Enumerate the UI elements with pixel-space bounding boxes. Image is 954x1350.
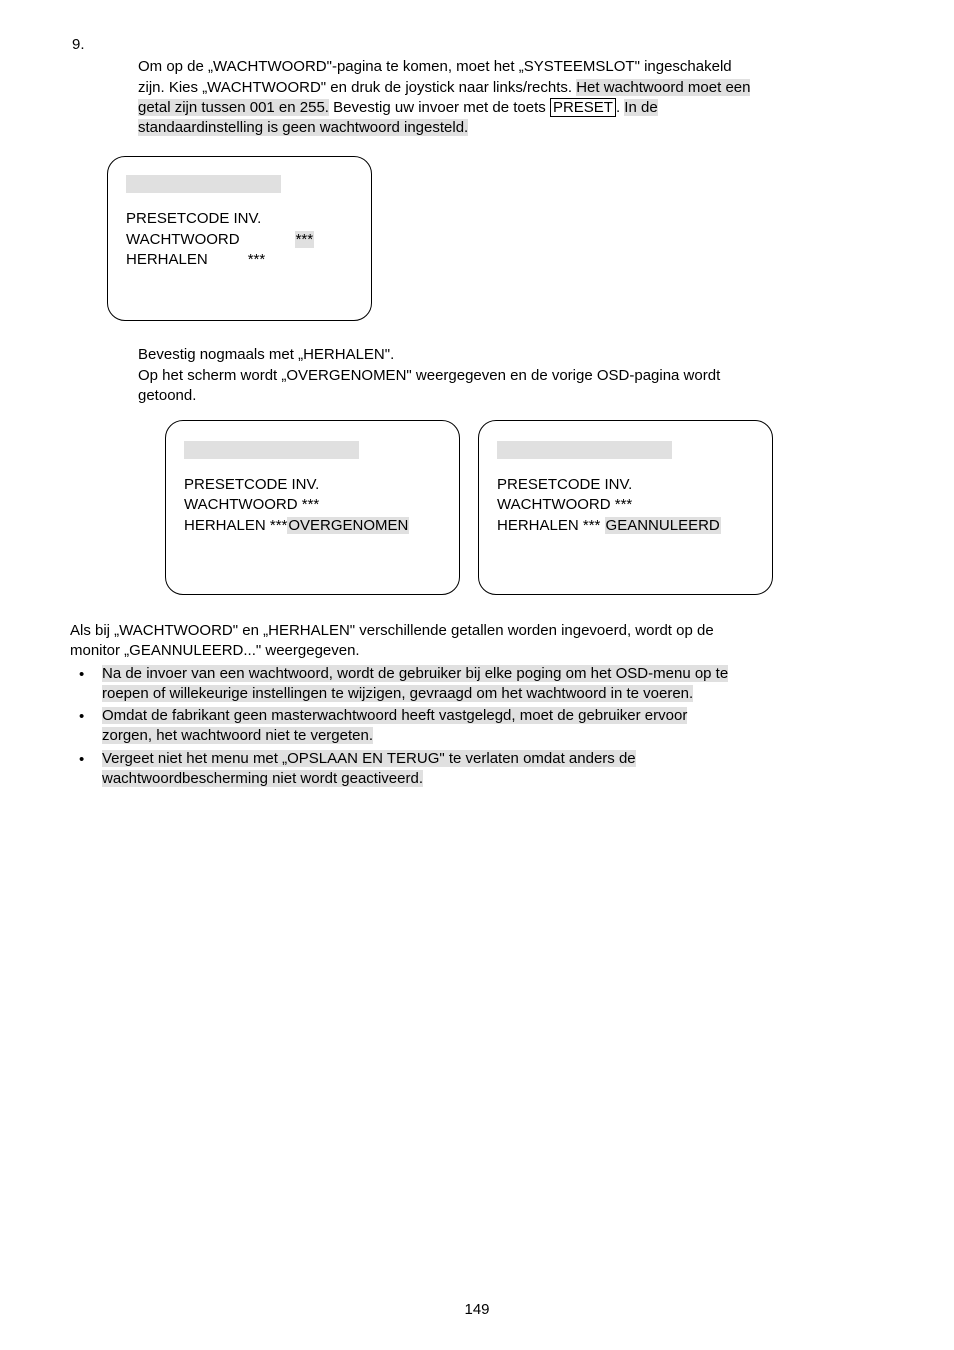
intro-line2-highlight: Het wachtwoord moet een — [576, 79, 750, 96]
bullet1-line1: Na de invoer van een wachtwoord, wordt d… — [102, 665, 728, 682]
bottom-paragraph: Als bij „WACHTWOORD" en „HERHALEN" versc… — [70, 621, 884, 662]
bullet-list: Na de invoer van een wachtwoord, wordt d… — [72, 664, 884, 790]
osd3-graybar — [497, 441, 672, 459]
osd1-line3-stars: *** — [248, 251, 266, 268]
bullet2-line2: zorgen, het wachtwoord niet te vergeten. — [102, 727, 373, 744]
osd2-line1: PRESETCODE INV. — [184, 475, 441, 495]
intro-line2a: zijn. Kies „WACHTWOORD" en druk de joyst… — [138, 79, 576, 96]
osd-display-2: PRESETCODE INV. WACHTWOORD *** HERHALEN … — [165, 420, 460, 595]
bullet1-line2: roepen of willekeurige instellingen te w… — [102, 685, 693, 702]
osd2-line3: HERHALEN ***OVERGENOMEN — [184, 516, 441, 536]
osd1-content: PRESETCODE INV. WACHTWOORD *** HERHALEN **… — [126, 209, 353, 270]
page-number: 149 — [0, 1300, 954, 1320]
osd2-graybar — [184, 441, 359, 459]
item-number: 9. — [72, 35, 884, 55]
osd1-line2-label: WACHTWOORD — [126, 231, 240, 248]
osd-display-1: PRESETCODE INV. WACHTWOORD *** HERHALEN **… — [107, 156, 372, 321]
bullet3-line2: wachtwoordbescherming niet wordt geactiv… — [102, 770, 423, 787]
osd3-line3a: HERHALEN *** — [497, 517, 605, 534]
osd1-line3: HERHALEN *** — [126, 250, 353, 270]
bullet-2: Omdat de fabrikant geen masterwachtwoord… — [72, 706, 884, 747]
intro-line3-highlight-a: getal zijn tussen 001 en 255. — [138, 99, 329, 116]
intro-paragraph: Om op de „WACHTWOORD"-pagina te komen, m… — [138, 57, 884, 138]
after-osd1-line3: getoond. — [138, 387, 196, 404]
after-osd1-line1: Bevestig nogmaals met „HERHALEN". — [138, 346, 394, 363]
osd1-line2-stars: *** — [295, 231, 315, 248]
osd3-line1: PRESETCODE INV. — [497, 475, 754, 495]
osd1-graybar — [126, 175, 281, 193]
bullet3-line1: Vergeet niet het menu met „OPSLAAN EN TE… — [102, 750, 636, 767]
intro-line3b: Bevestig uw invoer met de toets — [329, 99, 550, 116]
osd3-line3: HERHALEN *** GEANNULEERD — [497, 516, 754, 536]
bottom-line1: Als bij „WACHTWOORD" en „HERHALEN" versc… — [70, 622, 714, 639]
bullet-3: Vergeet niet het menu met „OPSLAAN EN TE… — [72, 749, 884, 790]
preset-key-box: PRESET — [550, 98, 616, 117]
after-osd1-paragraph: Bevestig nogmaals met „HERHALEN". Op het… — [138, 345, 884, 406]
osd2-line3a: HERHALEN *** — [184, 517, 287, 534]
intro-line1: Om op de „WACHTWOORD"-pagina te komen, m… — [138, 58, 732, 75]
osd1-line1: PRESETCODE INV. — [126, 209, 353, 229]
bottom-line2: monitor „GEANNULEERD..." weergegeven. — [70, 642, 360, 659]
osd2-content: PRESETCODE INV. WACHTWOORD *** HERHALEN … — [184, 439, 441, 536]
after-osd1-line2: Op het scherm wordt „OVERGENOMEN" weerge… — [138, 367, 720, 384]
osd2-line2: WACHTWOORD *** — [184, 495, 441, 515]
osd-display-3: PRESETCODE INV. WACHTWOORD *** HERHALEN … — [478, 420, 773, 595]
osd3-line2: WACHTWOORD *** — [497, 495, 754, 515]
osd-row: PRESETCODE INV. WACHTWOORD *** HERHALEN … — [165, 420, 884, 595]
intro-line4-highlight: standaardinstelling is geen wachtwoord i… — [138, 119, 468, 136]
osd1-line3-label: HERHALEN — [126, 251, 208, 268]
osd2-line3-highlight: OVERGENOMEN — [287, 517, 409, 534]
osd3-content: PRESETCODE INV. WACHTWOORD *** HERHALEN … — [497, 439, 754, 536]
osd1-line2: WACHTWOORD *** — [126, 230, 353, 250]
bullet2-line1: Omdat de fabrikant geen masterwachtwoord… — [102, 707, 687, 724]
bullet-1: Na de invoer van een wachtwoord, wordt d… — [72, 664, 884, 705]
osd3-line3-highlight: GEANNULEERD — [605, 517, 721, 534]
intro-line3-highlight-b: In de — [624, 99, 657, 116]
